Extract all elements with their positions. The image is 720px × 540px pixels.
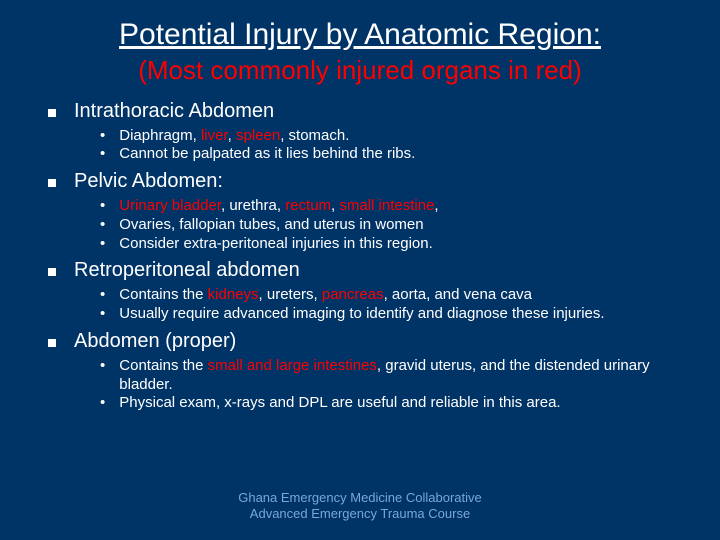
- section-label: Pelvic Abdomen:: [74, 170, 223, 193]
- sub-list: • Diaphragm, liver, spleen, stomach. • C…: [48, 127, 680, 165]
- highlight-text: rectum: [285, 197, 331, 214]
- highlight-text: spleen: [236, 127, 280, 144]
- slide-subtitle: (Most commonly injured organs in red): [40, 55, 680, 86]
- dot-bullet-icon: •: [100, 235, 105, 254]
- sub-text: Urinary bladder, urethra, rectum, small …: [119, 197, 438, 216]
- list-item: Intrathoracic Abdomen • Diaphragm, liver…: [48, 100, 680, 165]
- dot-bullet-icon: •: [100, 357, 105, 376]
- list-item: Abdomen (proper) • Contains the small an…: [48, 330, 680, 413]
- sub-list: • Contains the kidneys, ureters, pancrea…: [48, 286, 680, 324]
- sub-text: Consider extra-peritoneal injuries in th…: [119, 235, 433, 254]
- highlight-text: liver: [201, 127, 228, 144]
- square-bullet-icon: [48, 109, 56, 117]
- sub-item: • Urinary bladder, urethra, rectum, smal…: [100, 197, 680, 216]
- sub-item: • Ovaries, fallopian tubes, and uterus i…: [100, 216, 680, 235]
- dot-bullet-icon: •: [100, 286, 105, 305]
- sub-text: Physical exam, x-rays and DPL are useful…: [119, 394, 560, 413]
- sub-item: • Physical exam, x-rays and DPL are usef…: [100, 394, 680, 413]
- sub-item: • Cannot be palpated as it lies behind t…: [100, 145, 680, 164]
- highlight-text: small intestine: [339, 197, 434, 214]
- section-label: Retroperitoneal abdomen: [74, 259, 300, 282]
- square-bullet-icon: [48, 179, 56, 187]
- sub-item: • Diaphragm, liver, spleen, stomach.: [100, 127, 680, 146]
- sub-text: Diaphragm, liver, spleen, stomach.: [119, 127, 349, 146]
- sub-item: • Contains the kidneys, ureters, pancrea…: [100, 286, 680, 305]
- dot-bullet-icon: •: [100, 197, 105, 216]
- slide-title: Potential Injury by Anatomic Region:: [40, 18, 680, 53]
- list-item: Retroperitoneal abdomen • Contains the k…: [48, 259, 680, 324]
- highlight-text: small and large intestines: [208, 357, 377, 374]
- dot-bullet-icon: •: [100, 305, 105, 324]
- dot-bullet-icon: •: [100, 216, 105, 235]
- sub-text: Ovaries, fallopian tubes, and uterus in …: [119, 216, 423, 235]
- sub-list: • Urinary bladder, urethra, rectum, smal…: [48, 197, 680, 253]
- sub-item: • Usually require advanced imaging to id…: [100, 305, 680, 324]
- dot-bullet-icon: •: [100, 145, 105, 164]
- dot-bullet-icon: •: [100, 394, 105, 413]
- section-label: Intrathoracic Abdomen: [74, 100, 274, 123]
- sub-text: Cannot be palpated as it lies behind the…: [119, 145, 415, 164]
- main-list: Intrathoracic Abdomen • Diaphragm, liver…: [40, 100, 680, 414]
- highlight-text: pancreas: [322, 286, 384, 303]
- sub-item: • Consider extra-peritoneal injuries in …: [100, 235, 680, 254]
- section-label: Abdomen (proper): [74, 330, 236, 353]
- highlight-text: Urinary bladder: [119, 197, 221, 214]
- sub-list: • Contains the small and large intestine…: [48, 357, 680, 413]
- sub-text: Usually require advanced imaging to iden…: [119, 305, 604, 324]
- dot-bullet-icon: •: [100, 127, 105, 146]
- square-bullet-icon: [48, 268, 56, 276]
- title-text: Potential Injury by Anatomic Region:: [119, 18, 601, 51]
- footer: Ghana Emergency Medicine Collaborative A…: [0, 490, 720, 523]
- highlight-text: kidneys: [208, 286, 259, 303]
- footer-line: Advanced Emergency Trauma Course: [0, 506, 720, 522]
- list-item: Pelvic Abdomen: • Urinary bladder, ureth…: [48, 170, 680, 253]
- sub-item: • Contains the small and large intestine…: [100, 357, 680, 395]
- slide-container: Potential Injury by Anatomic Region: (Mo…: [0, 0, 720, 413]
- sub-text: Contains the kidneys, ureters, pancreas,…: [119, 286, 532, 305]
- square-bullet-icon: [48, 339, 56, 347]
- footer-line: Ghana Emergency Medicine Collaborative: [0, 490, 720, 506]
- sub-text: Contains the small and large intestines,…: [119, 357, 680, 395]
